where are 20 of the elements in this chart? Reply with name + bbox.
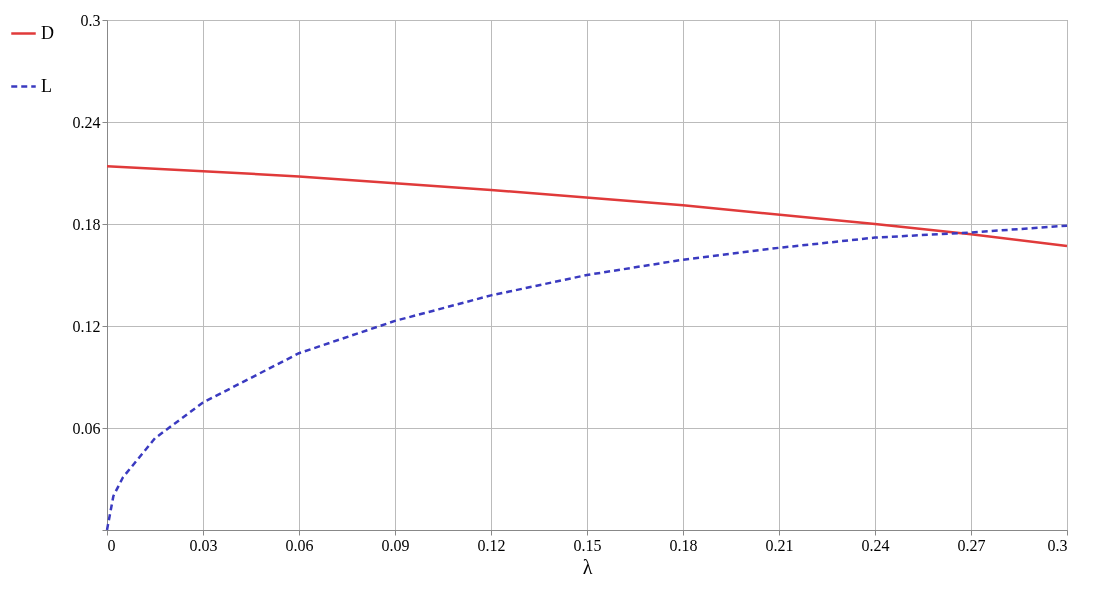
y-tick-label: 0.18 [72,215,101,233]
y-tick-label: 0.24 [72,113,101,131]
legend-label: L [41,75,52,96]
x-tick-label: 0 [107,536,116,554]
y-tick-label: 0.06 [72,419,101,437]
x-tick-label: 0.12 [477,536,506,554]
x-tick-label: 0.3 [1047,536,1068,554]
y-tick-label: 0.12 [72,317,101,335]
y-tick-label: 0.3 [80,11,101,29]
line-series [105,164,1069,248]
x-tick-label: 0.06 [285,536,314,554]
x-axis-title: λ [582,555,593,578]
x-tick-label: 0.09 [381,536,410,554]
x-tick-label: 0.27 [957,536,986,554]
legend-label: D [41,22,54,43]
x-tick-label: 0.21 [765,536,794,554]
x-tick-label: 0.15 [573,536,602,554]
x-tick-label: 0.18 [669,536,698,554]
x-tick-label: 0.24 [861,536,890,554]
x-tick-label: 0.03 [189,536,218,554]
